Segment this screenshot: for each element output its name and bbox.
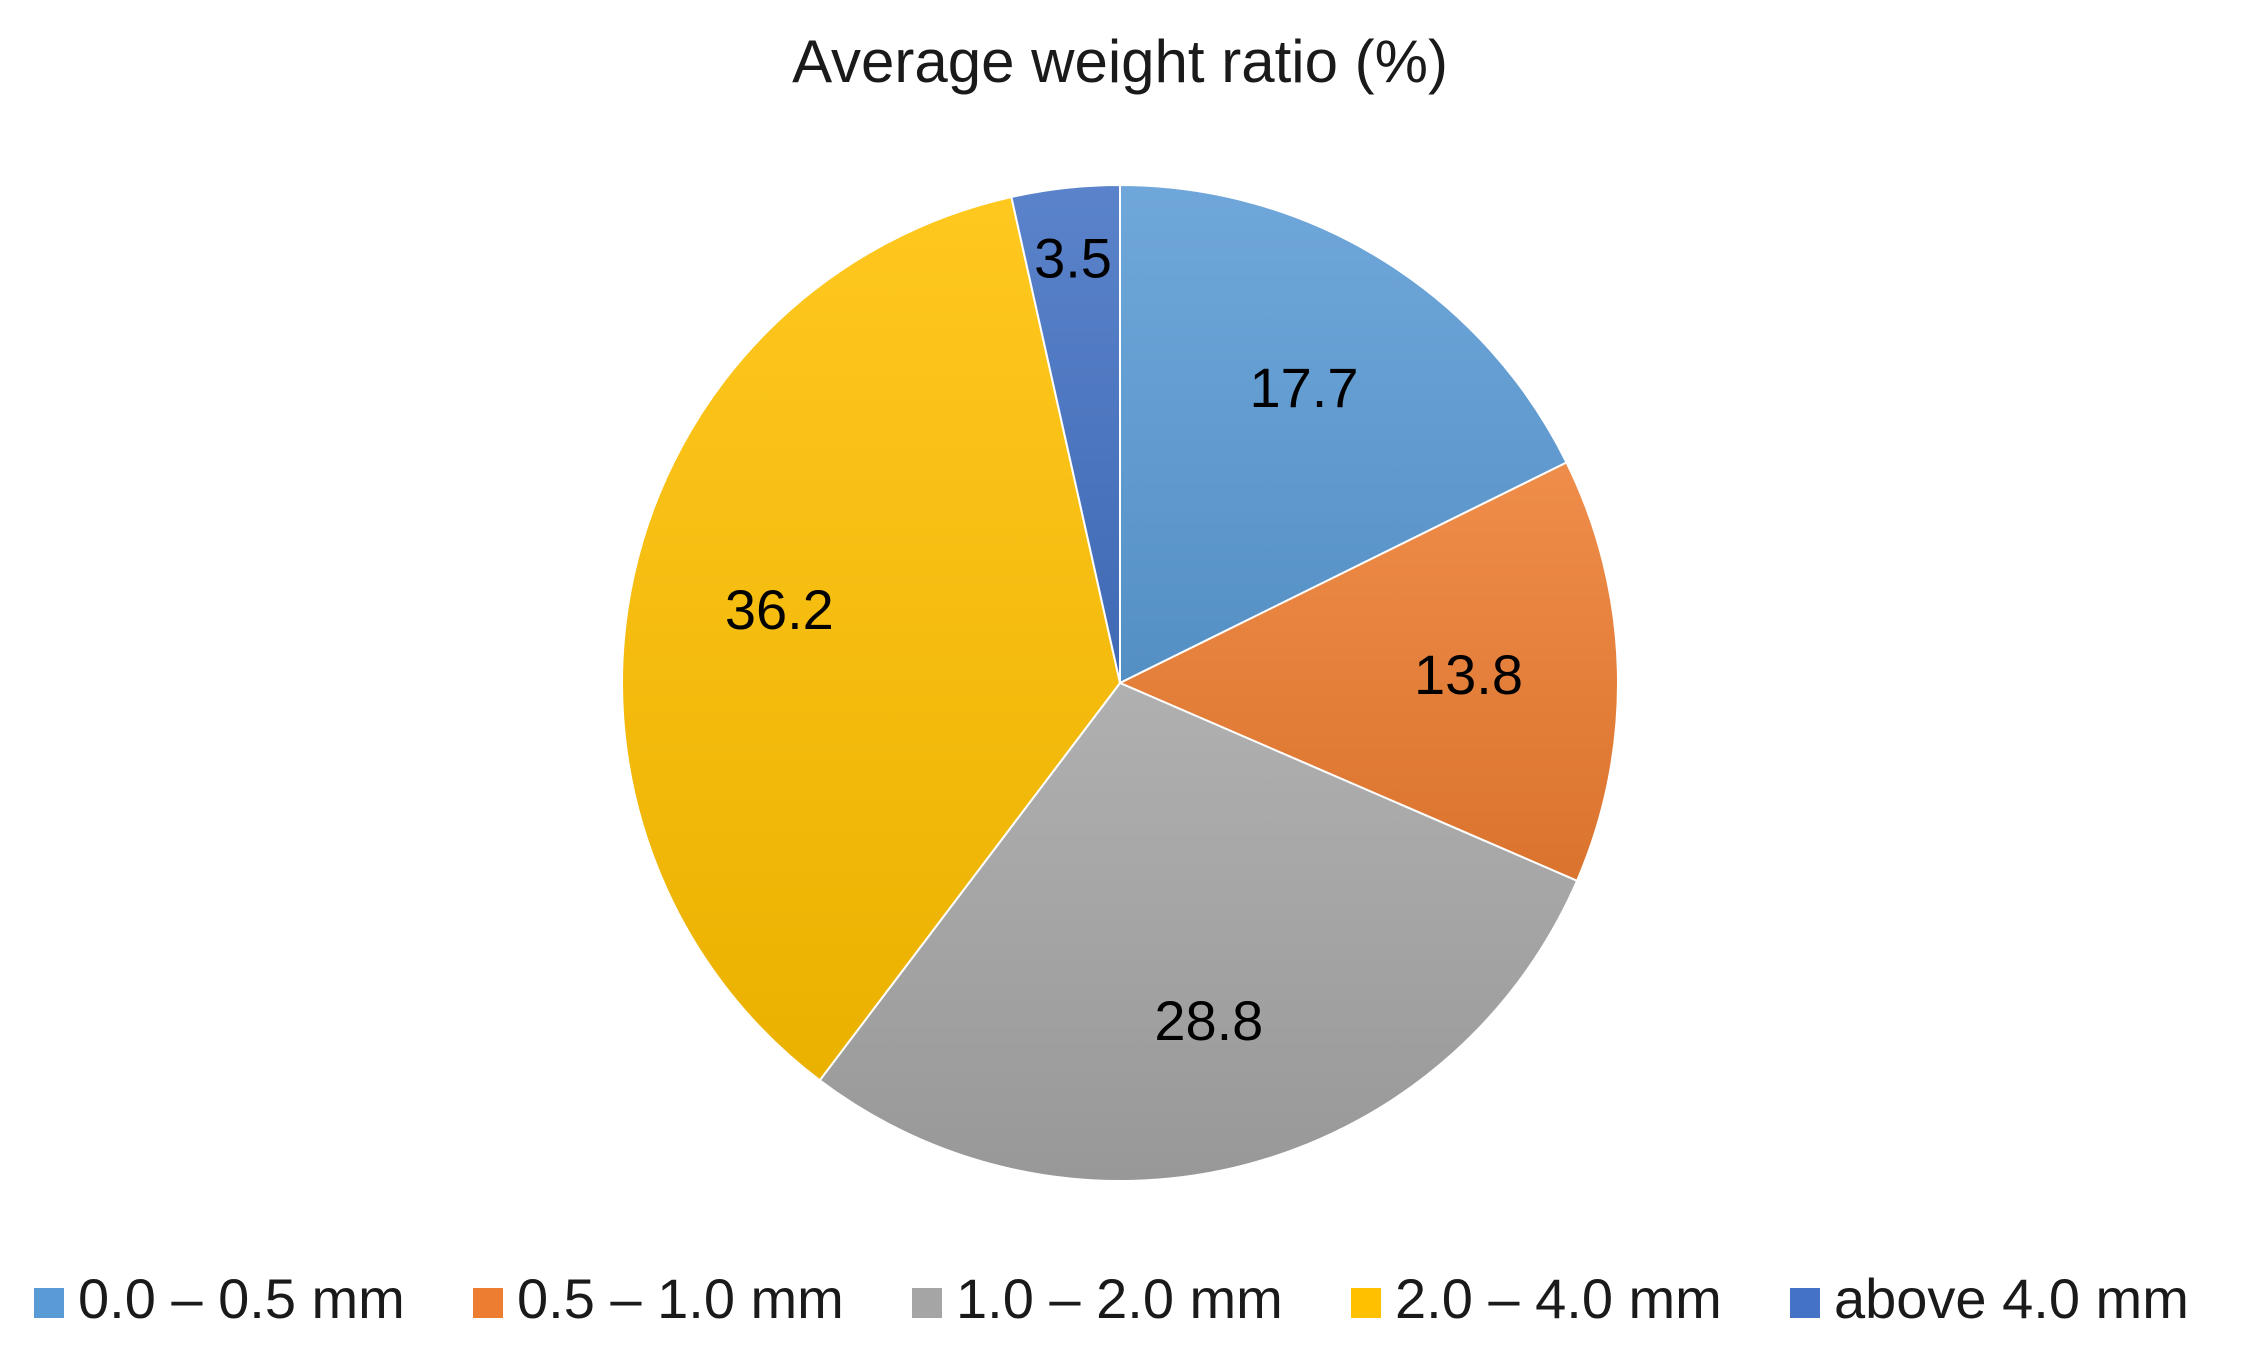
chart-title: Average weight ratio (%) (792, 28, 1448, 95)
legend-swatch-0-0-0-5-mm (34, 1288, 64, 1318)
pie-slice-1-0-2-0-mm (818, 681, 1579, 1182)
pie-slice-0-5-1-0-mm (1117, 461, 1619, 883)
legend-swatch-2-0-4-0-mm (1351, 1288, 1381, 1318)
pie-data-labels: 17.7 13.8 28.8 36.2 3.5 (725, 226, 1523, 1052)
legend: 0.0 – 0.5 mm 0.5 – 1.0 mm 1.0 – 2.0 mm 2.0 … (34, 1267, 2189, 1330)
legend-swatch-1-0-2-0-mm (912, 1288, 942, 1318)
data-label-2-0-4-0-mm: 36.2 (725, 578, 834, 641)
pie-slice-2-0-4-0-mm (621, 195, 1122, 1082)
pie-slice-0-0-0-5-mm (1119, 183, 1568, 685)
legend-label-2-0-4-0-mm: 2.0 – 4.0 mm (1395, 1267, 1722, 1330)
legend-swatch-0-5-1-0-mm (473, 1288, 503, 1318)
legend-label-0-5-1-0-mm: 0.5 – 1.0 mm (517, 1267, 844, 1330)
pie-slices (621, 183, 1619, 1182)
pie-slice-above-4-0-mm (1010, 183, 1121, 684)
data-label-0-5-1-0-mm: 13.8 (1414, 643, 1523, 706)
legend-label-above-4-0-mm: above 4.0 mm (1834, 1267, 2189, 1330)
data-label-0-0-0-5-mm: 17.7 (1250, 356, 1359, 419)
data-label-above-4-0-mm: 3.5 (1034, 226, 1112, 289)
legend-swatch-above-4-0-mm (1790, 1288, 1820, 1318)
data-label-1-0-2-0-mm: 28.8 (1154, 989, 1263, 1052)
legend-label-0-0-0-5-mm: 0.0 – 0.5 mm (78, 1267, 405, 1330)
legend-label-1-0-2-0-mm: 1.0 – 2.0 mm (956, 1267, 1283, 1330)
